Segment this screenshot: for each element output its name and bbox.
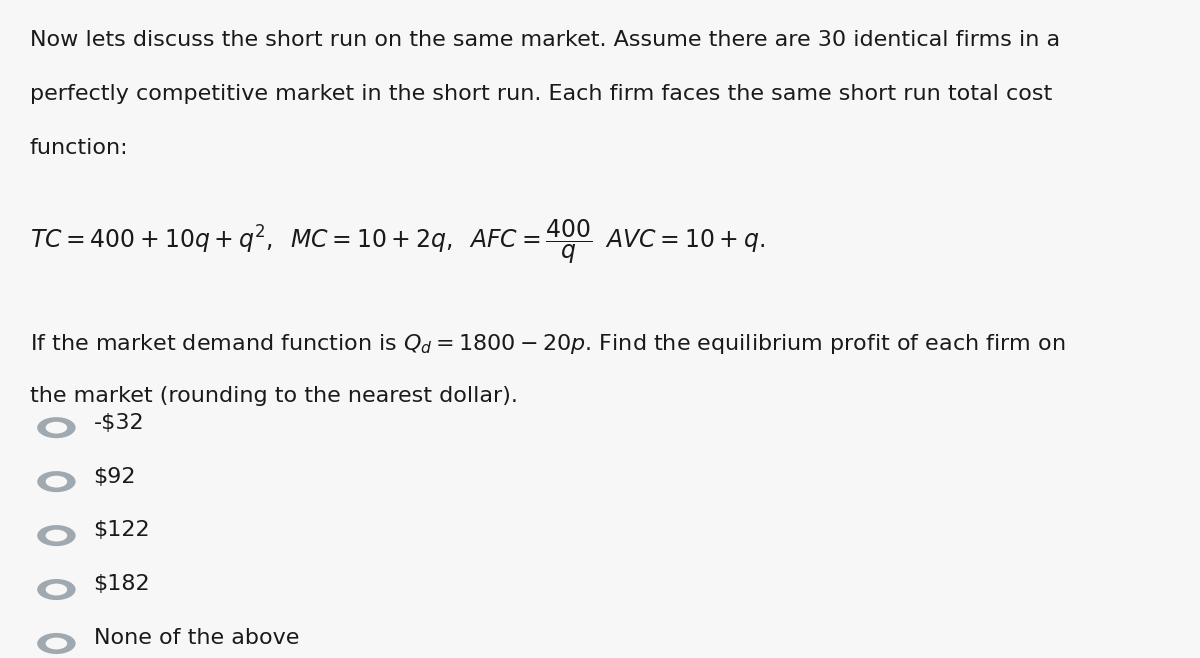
Circle shape <box>46 476 67 488</box>
Text: None of the above: None of the above <box>94 628 299 648</box>
Circle shape <box>37 579 76 600</box>
Text: $TC = 400 + 10q + q^2, \;\; MC = 10 + 2q, \;\; AFC = \dfrac{400}{q} \;\; AVC = 1: $TC = 400 + 10q + q^2, \;\; MC = 10 + 2q… <box>30 218 766 266</box>
Text: function:: function: <box>30 138 128 157</box>
Text: If the market demand function is $Q_d = 1800 - 20p$. Find the equilibrium profit: If the market demand function is $Q_d = … <box>30 332 1066 355</box>
Text: Now lets discuss the short run on the same market. Assume there are 30 identical: Now lets discuss the short run on the sa… <box>30 30 1060 49</box>
Circle shape <box>37 525 76 546</box>
Circle shape <box>46 584 67 595</box>
Text: $182: $182 <box>94 574 150 594</box>
Text: the market (rounding to the nearest dollar).: the market (rounding to the nearest doll… <box>30 386 518 405</box>
Circle shape <box>46 422 67 434</box>
Circle shape <box>37 633 76 654</box>
Text: $122: $122 <box>94 520 150 540</box>
Circle shape <box>37 417 76 438</box>
Circle shape <box>46 638 67 649</box>
Circle shape <box>46 530 67 542</box>
Text: $92: $92 <box>94 467 136 486</box>
Circle shape <box>37 471 76 492</box>
Text: -$32: -$32 <box>94 413 144 432</box>
Text: perfectly competitive market in the short run. Each firm faces the same short ru: perfectly competitive market in the shor… <box>30 84 1052 103</box>
